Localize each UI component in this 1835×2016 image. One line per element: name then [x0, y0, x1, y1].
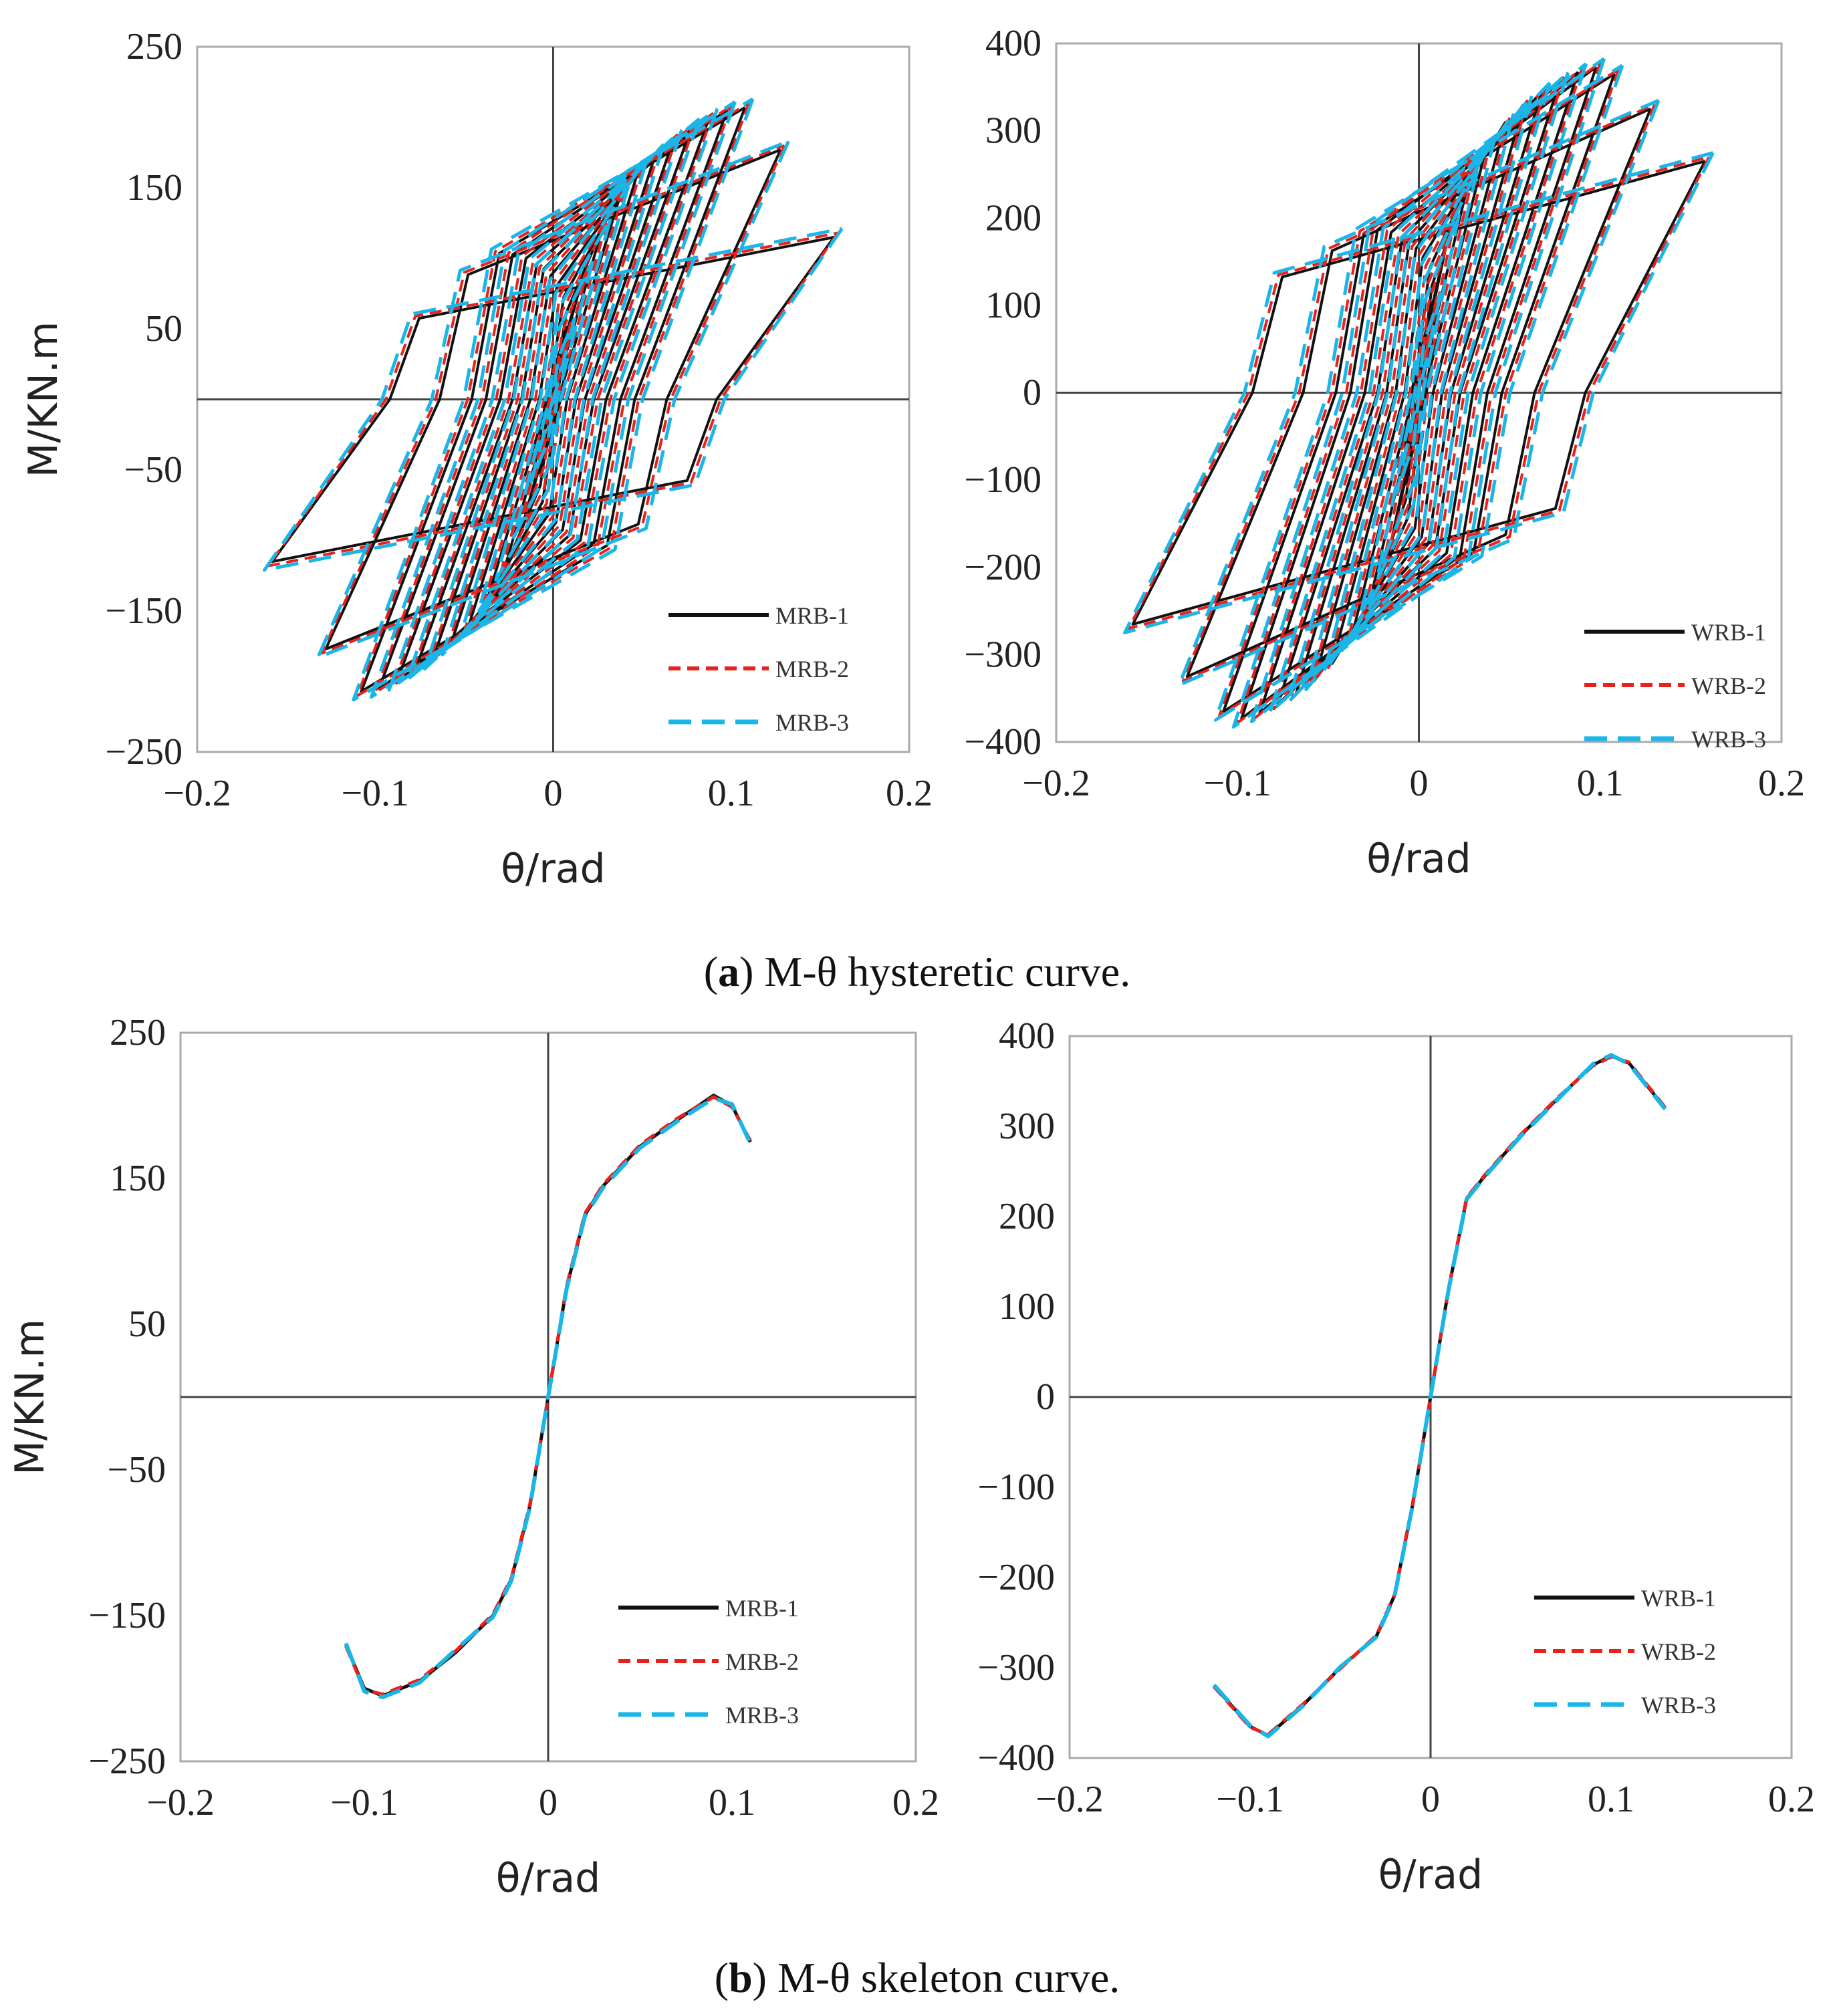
y-tick-label: 200	[999, 1196, 1055, 1237]
plot-area	[263, 97, 844, 702]
series-line-wrb-1	[1213, 1054, 1667, 1737]
y-tick-label: −300	[964, 634, 1042, 675]
x-tick-label: 0	[544, 773, 563, 814]
x-tick-label: 0.1	[709, 1782, 755, 1823]
x-tick-label: 0	[539, 1782, 558, 1823]
y-axis-label: M/KN.m	[7, 1319, 53, 1475]
y-tick-label: 100	[985, 285, 1042, 326]
y-tick-label: 250	[126, 26, 182, 68]
x-tick-label: −0.1	[1203, 763, 1271, 804]
x-axis-label: θ/rad	[1366, 836, 1471, 882]
series-line-mrb-3	[344, 1096, 753, 1700]
series-loops-wrb-3	[1123, 57, 1715, 729]
y-tick-label: 50	[145, 308, 182, 350]
legend-label-mrb-1: MRB-1	[725, 1595, 799, 1622]
y-tick-label: 300	[999, 1106, 1055, 1147]
x-tick-label: 0.2	[1758, 763, 1805, 804]
y-tick-label: −50	[107, 1449, 166, 1491]
legend-label-mrb-3: MRB-3	[725, 1702, 799, 1729]
y-tick-label: −200	[964, 547, 1042, 588]
x-axis-label: θ/rad	[501, 846, 605, 892]
legend-label-wrb-1: WRB-1	[1691, 619, 1766, 646]
legend-label-wrb-1: WRB-1	[1641, 1585, 1716, 1612]
legend-label-mrb-2: MRB-2	[725, 1648, 799, 1675]
series-line-wrb-2	[1213, 1055, 1667, 1737]
series-line-wrb-3	[1212, 1053, 1667, 1739]
caption-a: (a) M-θ hysteretic curve.	[704, 948, 1130, 995]
legend: WRB-1 WRB-2 WRB-3	[1584, 619, 1766, 753]
y-tick-label: −200	[977, 1557, 1055, 1598]
y-tick-label: 300	[985, 110, 1042, 152]
y-tick-label: 150	[110, 1158, 166, 1199]
chart-hysteretic-mrb: −250 −150 −50 50 150 250 −0.2 −0.1 0 0.1 0.2 θ/rad M…	[20, 26, 933, 892]
x-tick-label: −0.2	[1035, 1779, 1104, 1820]
legend-label-mrb-1: MRB-1	[775, 602, 849, 629]
y-tick-label: −100	[964, 459, 1042, 501]
y-axis-label: M/KN.m	[20, 322, 67, 478]
y-tick-label: 0	[1036, 1376, 1055, 1418]
x-tick-label: 0.1	[1588, 1779, 1634, 1820]
caption-b: (b) M-θ skeleton curve.	[715, 1954, 1120, 2001]
y-tick-label: 400	[999, 1015, 1055, 1057]
plot-area	[344, 1094, 753, 1700]
y-tick-label: 0	[1023, 372, 1042, 414]
y-tick-label: −250	[88, 1741, 166, 1782]
legend: MRB-1 MRB-2 MRB-3	[618, 1595, 799, 1729]
x-tick-label: 0.1	[1577, 763, 1624, 804]
x-axis-label: θ/rad	[1378, 1852, 1483, 1898]
plot-area	[1212, 1053, 1667, 1739]
x-tick-label: −0.2	[163, 773, 231, 814]
x-tick-label: 0	[1410, 763, 1429, 804]
x-tick-label: −0.1	[341, 773, 409, 814]
y-tick-label: 200	[985, 197, 1042, 239]
y-tick-label: −400	[964, 721, 1042, 763]
x-tick-label: 0.2	[1768, 1779, 1815, 1820]
x-tick-label: 0	[1421, 1779, 1440, 1820]
y-tick-label: 400	[985, 23, 1042, 64]
y-tick-label: −400	[977, 1737, 1055, 1779]
y-tick-label: −150	[88, 1595, 166, 1636]
legend: MRB-1 MRB-2 MRB-3	[668, 602, 849, 736]
y-tick-label: −50	[124, 449, 182, 491]
chart-skeleton-wrb: −400 −300 −200 −100 0 100 200 300 400 −0.2 −0.1 0 0.…	[977, 1015, 1815, 1898]
y-tick-label: 100	[999, 1286, 1055, 1328]
x-tick-label: −0.1	[330, 1782, 398, 1823]
y-tick-label: −250	[105, 731, 182, 773]
legend-label-wrb-2: WRB-2	[1641, 1638, 1716, 1665]
y-tick-label: −300	[977, 1647, 1055, 1688]
legend: WRB-1 WRB-2 WRB-3	[1534, 1585, 1716, 1719]
x-tick-label: 0.2	[892, 1782, 939, 1823]
x-tick-label: 0.1	[708, 773, 755, 814]
y-tick-label: 150	[126, 167, 182, 209]
x-tick-label: −0.1	[1216, 1779, 1284, 1820]
x-tick-label: −0.2	[146, 1782, 215, 1823]
legend-label-mrb-3: MRB-3	[775, 709, 849, 736]
x-tick-label: −0.2	[1022, 763, 1090, 804]
y-tick-label: −100	[977, 1467, 1055, 1508]
x-tick-label: 0.2	[886, 773, 933, 814]
legend-label-wrb-3: WRB-3	[1641, 1692, 1716, 1719]
legend-label-wrb-2: WRB-2	[1691, 672, 1766, 699]
y-tick-label: −150	[105, 590, 182, 632]
x-axis-label: θ/rad	[496, 1855, 600, 1902]
series-loops-mrb-3	[263, 97, 844, 702]
chart-hysteretic-wrb: −400 −300 −200 −100 0 100 200 300 400 −0.2 −0.1 0 0.…	[964, 23, 1805, 882]
chart-skeleton-mrb: −250 −150 −50 50 150 250 −0.2 −0.1 0 0.1 0.2 θ/rad M…	[7, 1012, 939, 1902]
plot-area	[1123, 57, 1715, 729]
legend-label-wrb-3: WRB-3	[1691, 726, 1766, 753]
legend-label-mrb-2: MRB-2	[775, 656, 849, 682]
y-tick-label: 250	[110, 1012, 166, 1053]
y-tick-label: 50	[128, 1303, 166, 1345]
